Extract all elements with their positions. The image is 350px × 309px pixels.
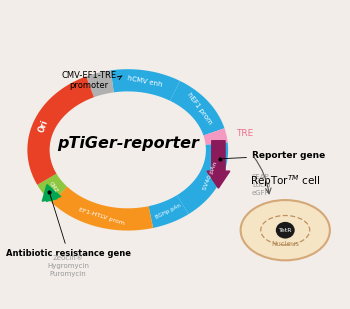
Text: hEF1 prom: hEF1 prom [187, 92, 214, 126]
Circle shape [276, 222, 295, 239]
Text: SEAP
Lucia
eGFP: SEAP Lucia eGFP [252, 174, 270, 196]
Text: EF1-HTLV prom: EF1-HTLV prom [78, 207, 125, 226]
Text: Ori: Ori [37, 118, 50, 134]
Text: TRE: TRE [236, 129, 253, 138]
Text: pTiGer-reporter: pTiGer-reporter [57, 136, 199, 151]
Text: Reporter gene: Reporter gene [223, 151, 325, 160]
FancyArrow shape [207, 141, 230, 188]
Text: SV40 pAn: SV40 pAn [203, 161, 218, 191]
Ellipse shape [241, 200, 330, 260]
Text: CMZ: CMZ [48, 181, 58, 194]
Text: hCMV enh: hCMV enh [127, 75, 163, 88]
Text: Zeocin®
Hygromycin
Puromycin: Zeocin® Hygromycin Puromycin [47, 255, 89, 277]
Text: RepTor$^{TM}$ cell: RepTor$^{TM}$ cell [250, 173, 321, 189]
Text: Nucleus: Nucleus [271, 241, 299, 247]
Text: BGHp pAn: BGHp pAn [155, 203, 182, 220]
Text: TetR: TetR [279, 228, 292, 233]
Text: CMV-EF1-TRE
promoter: CMV-EF1-TRE promoter [62, 71, 122, 90]
Text: Antibiotic resistance gene: Antibiotic resistance gene [6, 194, 131, 258]
Ellipse shape [261, 216, 310, 245]
FancyArrow shape [42, 185, 61, 201]
